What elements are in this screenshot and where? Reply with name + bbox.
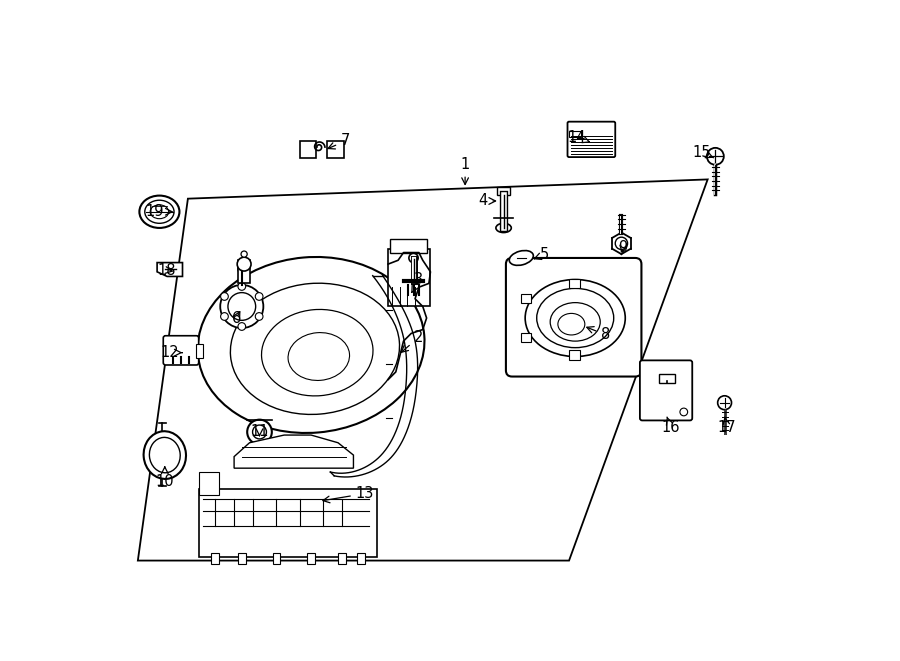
Bar	[659, 374, 674, 383]
FancyBboxPatch shape	[163, 336, 199, 365]
Circle shape	[248, 420, 272, 444]
Text: 6: 6	[232, 311, 241, 325]
Text: 1: 1	[461, 157, 470, 184]
Circle shape	[238, 283, 246, 290]
Bar	[391, 239, 428, 253]
Circle shape	[680, 408, 688, 416]
Bar	[520, 332, 531, 342]
Text: 7: 7	[328, 134, 350, 149]
Bar	[328, 141, 344, 158]
Bar	[273, 553, 280, 564]
Circle shape	[238, 323, 246, 330]
FancyBboxPatch shape	[506, 258, 642, 377]
Circle shape	[220, 293, 229, 300]
Bar	[238, 260, 250, 284]
Text: 13: 13	[323, 486, 374, 503]
Bar	[357, 553, 365, 564]
FancyBboxPatch shape	[568, 122, 616, 157]
Text: 19: 19	[146, 204, 172, 219]
Text: 9: 9	[618, 240, 627, 254]
Text: 8: 8	[587, 327, 610, 342]
Polygon shape	[158, 262, 183, 276]
Circle shape	[256, 313, 263, 321]
Bar	[388, 249, 430, 307]
Bar	[300, 141, 317, 158]
Ellipse shape	[144, 431, 186, 479]
Bar	[569, 131, 580, 137]
Text: 17: 17	[717, 417, 736, 435]
Ellipse shape	[509, 251, 534, 265]
Bar	[200, 489, 376, 557]
FancyBboxPatch shape	[640, 360, 692, 420]
Text: 16: 16	[662, 417, 680, 435]
Circle shape	[220, 285, 264, 328]
Bar	[569, 350, 580, 360]
Text: 4: 4	[478, 194, 496, 208]
Bar	[338, 553, 346, 564]
Bar	[307, 553, 315, 564]
Bar	[211, 553, 219, 564]
Bar	[498, 187, 509, 195]
Ellipse shape	[496, 223, 511, 233]
Polygon shape	[234, 435, 354, 468]
Bar	[196, 344, 202, 358]
Circle shape	[706, 148, 724, 165]
Text: 14: 14	[568, 130, 590, 145]
Text: 10: 10	[156, 467, 174, 488]
Circle shape	[238, 257, 251, 271]
Circle shape	[241, 251, 248, 257]
Text: 3: 3	[411, 272, 424, 293]
Text: 2: 2	[401, 330, 424, 352]
Bar	[238, 553, 246, 564]
Text: 11: 11	[250, 424, 269, 440]
Circle shape	[220, 313, 229, 321]
Circle shape	[238, 266, 246, 274]
Text: 18: 18	[158, 263, 176, 278]
Text: 12: 12	[161, 345, 183, 360]
Text: 15: 15	[692, 145, 714, 160]
Bar	[200, 472, 219, 495]
Circle shape	[256, 293, 263, 300]
Text: 5: 5	[534, 247, 549, 262]
Circle shape	[717, 396, 732, 410]
Bar	[520, 294, 531, 303]
Ellipse shape	[140, 196, 179, 228]
Bar	[569, 279, 580, 288]
Circle shape	[409, 253, 419, 262]
